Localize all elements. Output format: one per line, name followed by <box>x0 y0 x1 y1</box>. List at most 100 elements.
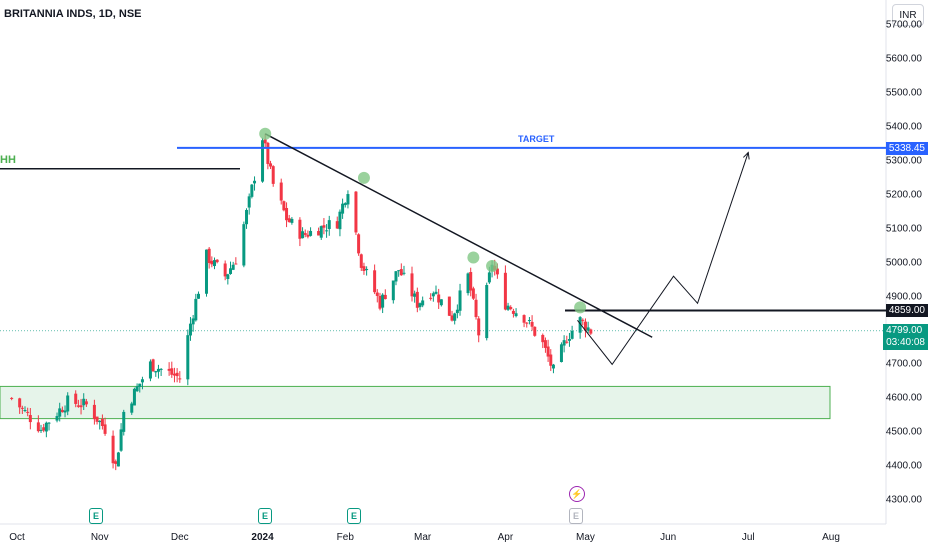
candle-body <box>23 410 27 412</box>
candle-body <box>325 230 329 232</box>
candle-body <box>322 225 326 228</box>
time-tick-label: Oct <box>9 532 25 543</box>
candle-body <box>453 313 457 321</box>
candle-body <box>551 364 555 369</box>
candle-body <box>495 268 499 275</box>
currency-button[interactable]: INR <box>892 4 924 26</box>
earnings-icon[interactable]: E <box>89 508 103 524</box>
candle-body <box>285 207 289 221</box>
candle-body <box>82 398 86 406</box>
hh-label: HH <box>0 154 16 166</box>
price-tick-label: 5400.00 <box>885 121 922 133</box>
chart-title: BRITANNIA INDS, 1D, NSE <box>4 8 142 20</box>
candle-body <box>122 411 126 432</box>
descending-trendline <box>264 133 653 338</box>
candle-body <box>159 368 163 370</box>
candle-body <box>194 298 198 321</box>
candle-body <box>282 201 286 211</box>
candle-body <box>434 291 438 294</box>
candle-body <box>271 166 275 184</box>
candle-body <box>381 294 385 308</box>
candle-body <box>204 249 208 294</box>
candle-body <box>429 297 433 299</box>
candle-body <box>84 401 88 405</box>
candle-body <box>215 259 219 263</box>
candle-body <box>418 303 422 308</box>
last-price-badge: 4799.00 03:40:08 <box>883 324 928 350</box>
candle-body <box>583 321 587 331</box>
price-tick-label: 5600.00 <box>885 53 922 65</box>
time-tick-label: Jul <box>741 532 755 543</box>
candle-body <box>167 368 171 371</box>
candle-body <box>506 305 510 310</box>
candle-body <box>66 395 70 412</box>
candle-body <box>119 429 123 451</box>
time-tick-label: Aug <box>822 532 840 543</box>
candle-body <box>60 409 64 413</box>
candle-body <box>111 435 115 464</box>
candle-body <box>525 322 529 324</box>
candle-body <box>114 461 118 464</box>
candle-body <box>301 231 305 239</box>
candle-body <box>365 268 369 271</box>
candle-body <box>245 209 249 225</box>
candle-body <box>175 372 179 377</box>
candle-body <box>100 418 104 426</box>
candle-body <box>298 219 302 239</box>
candle-body <box>226 274 230 279</box>
candle-body <box>279 182 283 201</box>
candle-body <box>362 266 366 271</box>
price-tick-label: 4400.00 <box>885 460 922 472</box>
pivot-marker <box>259 127 272 140</box>
candle-body <box>47 422 51 424</box>
candle-body <box>567 339 571 341</box>
candle-body <box>458 290 462 311</box>
candle-body <box>391 280 395 301</box>
dividend-flash-icon[interactable]: ⚡ <box>569 486 585 502</box>
candle-body <box>290 218 294 223</box>
candle-body <box>317 231 321 236</box>
candle-body <box>581 319 585 321</box>
candle-body <box>378 295 382 309</box>
upcoming-earnings-icon[interactable]: E <box>569 508 583 524</box>
candle-body <box>303 233 307 235</box>
candle-body <box>450 315 454 321</box>
candle-body <box>63 410 67 413</box>
candle-body <box>20 407 24 409</box>
earnings-icon[interactable]: E <box>347 508 361 524</box>
time-tick-label: Nov <box>90 532 109 543</box>
candle-body <box>269 163 273 167</box>
candle-body <box>253 180 257 184</box>
time-tick-label: May <box>576 532 595 543</box>
pivot-marker <box>467 251 480 264</box>
candle-body <box>546 346 550 357</box>
candle-body <box>562 340 566 346</box>
candle-body <box>234 263 238 265</box>
candle-body <box>196 293 200 299</box>
candle-body <box>156 368 160 372</box>
candle-body <box>287 218 291 223</box>
pivot-marker <box>357 171 370 184</box>
demand-zone <box>0 385 831 420</box>
price-tick-label: 4300.00 <box>885 494 922 506</box>
candle-body <box>266 142 270 164</box>
projection-path <box>577 152 749 366</box>
price-tick-label: 5000.00 <box>885 257 922 269</box>
bar-countdown: 03:40:08 <box>886 337 925 348</box>
candle-body <box>359 254 363 268</box>
candle-body <box>319 226 323 238</box>
candle-body <box>309 230 313 236</box>
price-tick-label: 4600.00 <box>885 392 922 404</box>
candle-body <box>437 294 441 303</box>
earnings-icon[interactable]: E <box>258 508 272 524</box>
candle-body <box>549 354 553 366</box>
price-tick-label: 5500.00 <box>885 87 922 99</box>
candle-body <box>10 397 14 399</box>
candle-body <box>357 234 361 254</box>
candle-body <box>354 191 358 233</box>
candle-body <box>455 309 459 314</box>
candle-body <box>527 320 531 322</box>
candle-body <box>375 292 379 296</box>
price-tick-label: 5700.00 <box>885 19 922 31</box>
